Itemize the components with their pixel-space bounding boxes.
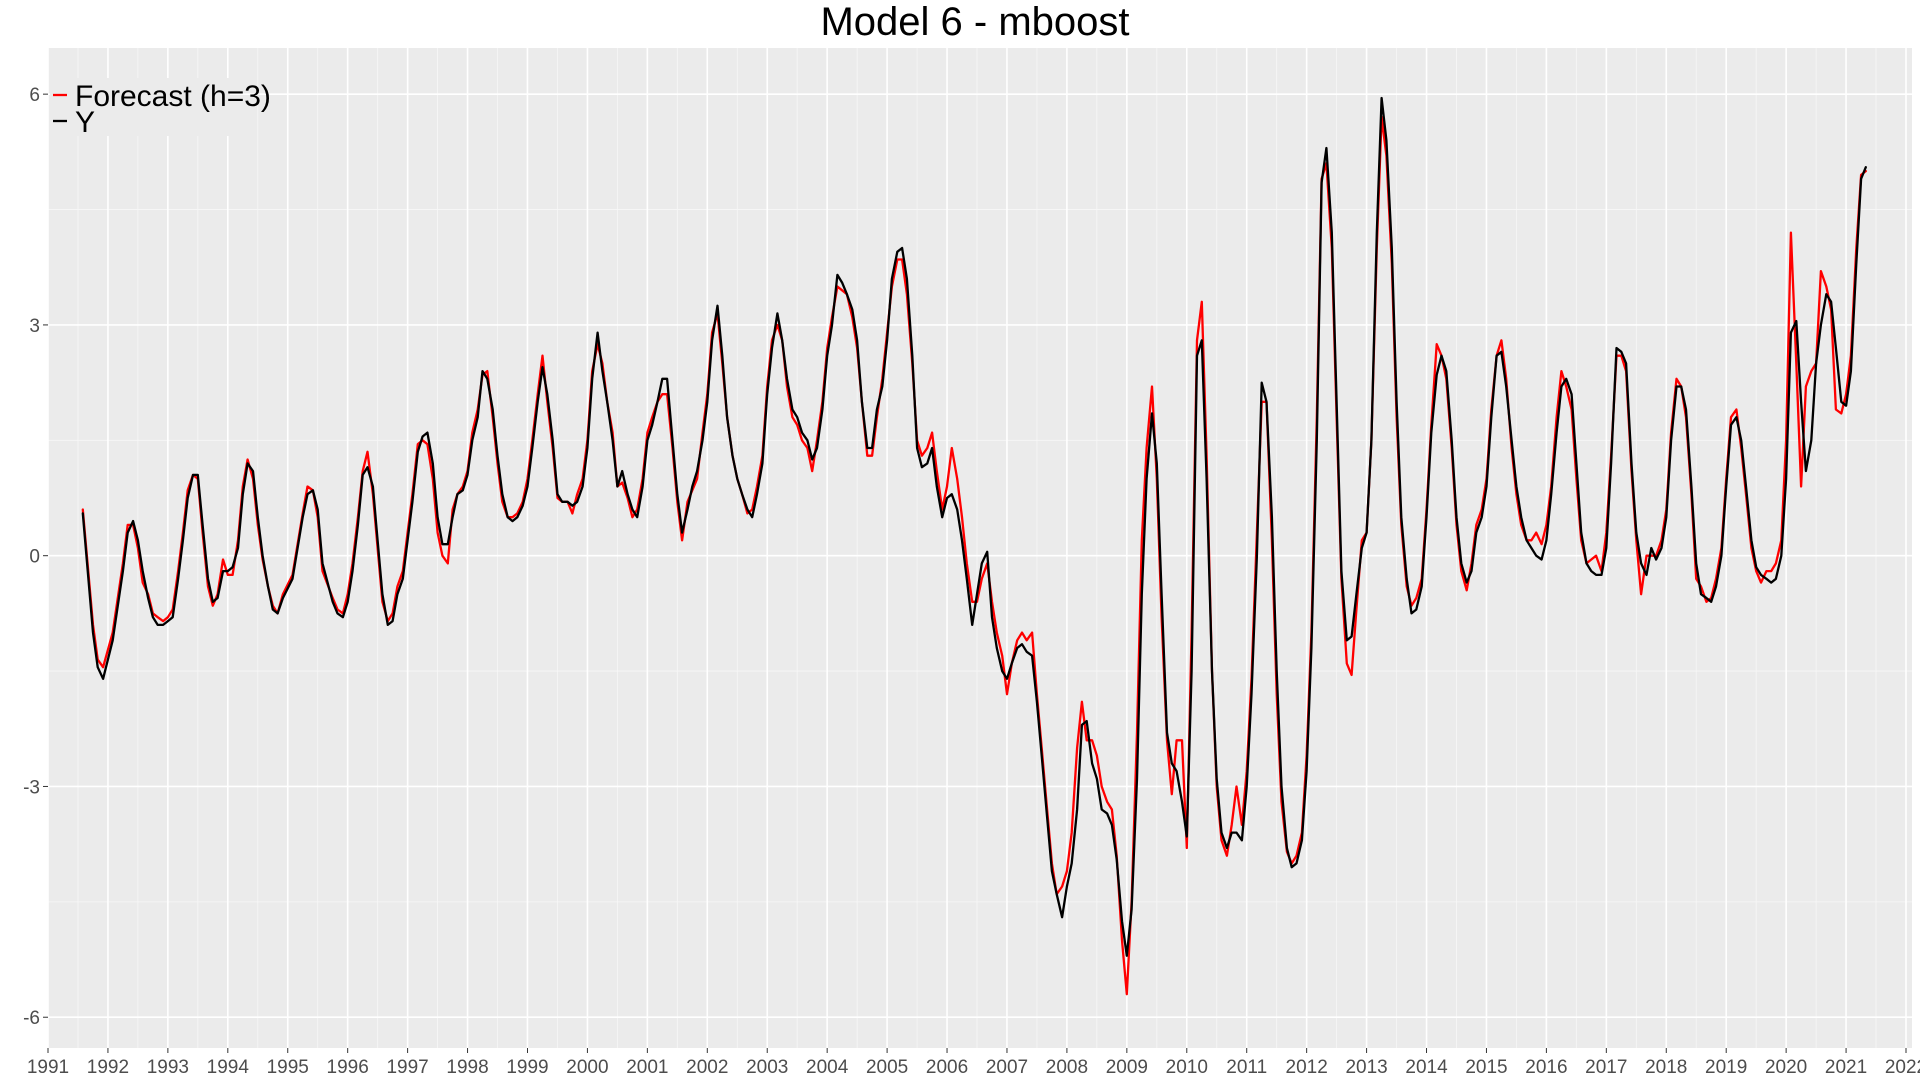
grid-minor: [48, 48, 1912, 1048]
x-tick-label: 2019: [1705, 1057, 1747, 1078]
x-tick-label: 2015: [1465, 1057, 1507, 1078]
x-tick-label: 2022: [1885, 1057, 1920, 1078]
x-tick-label: 2003: [746, 1057, 788, 1078]
x-tick-label: 2009: [1106, 1057, 1148, 1078]
y-tick-label: 0: [29, 547, 40, 568]
x-tick-label: 1999: [506, 1057, 548, 1078]
x-tick-label: 1991: [27, 1057, 69, 1078]
x-tick-label: 1997: [386, 1057, 428, 1078]
x-tick-label: 2017: [1585, 1057, 1627, 1078]
y-axis: -6 -3 0 3 6: [23, 85, 48, 1029]
y-tick-label: -6: [23, 1008, 40, 1029]
y-tick-label: 3: [29, 316, 40, 337]
x-tick-label: 1993: [147, 1057, 189, 1078]
x-tick-label: 2011: [1226, 1057, 1267, 1078]
x-tick-label: 2006: [926, 1057, 968, 1078]
x-tick-label: 2014: [1405, 1057, 1448, 1078]
x-tick-label: 2020: [1765, 1057, 1807, 1078]
x-tick-label: 1992: [87, 1057, 129, 1078]
legend-label-forecast: Forecast (h=3): [75, 80, 271, 113]
x-tick-label: 2002: [686, 1057, 728, 1078]
x-tick-label: 2010: [1166, 1057, 1208, 1078]
plot-panel: [48, 48, 1912, 1048]
x-axis: 1991 1992 1993 1994 1995 1996 1997 1998 1999 2000…: [27, 1048, 1920, 1078]
x-tick-label: 2018: [1645, 1057, 1687, 1078]
grid-major: [47, 48, 1912, 1048]
legend-label-y: Y: [75, 106, 95, 139]
x-tick-label: 2005: [866, 1057, 908, 1078]
x-tick-label: 1994: [207, 1057, 250, 1078]
x-tick-label: 1998: [446, 1057, 488, 1078]
x-tick-label: 1995: [267, 1057, 309, 1078]
x-tick-label: 2013: [1345, 1057, 1387, 1078]
x-tick-label: 2008: [1046, 1057, 1088, 1078]
x-tick-label: 2001: [626, 1057, 668, 1078]
series-line-y: [81, 96, 1867, 957]
legend-background: [50, 78, 230, 136]
x-tick-label: 2012: [1286, 1057, 1328, 1078]
series-layer: [81, 96, 1867, 996]
y-tick-label: -3: [23, 777, 40, 798]
x-tick-label: 2000: [566, 1057, 608, 1078]
y-tick-label: 6: [29, 85, 40, 106]
chart-title: Model 6 - mboost: [820, 0, 1129, 44]
x-tick-label: 2021: [1825, 1057, 1867, 1078]
x-tick-label: 1996: [327, 1057, 369, 1078]
legend: Forecast (h=3)Y: [50, 78, 271, 139]
x-tick-label: 2016: [1525, 1057, 1567, 1078]
x-tick-label: 2004: [806, 1057, 849, 1078]
x-tick-label: 2007: [986, 1057, 1028, 1078]
